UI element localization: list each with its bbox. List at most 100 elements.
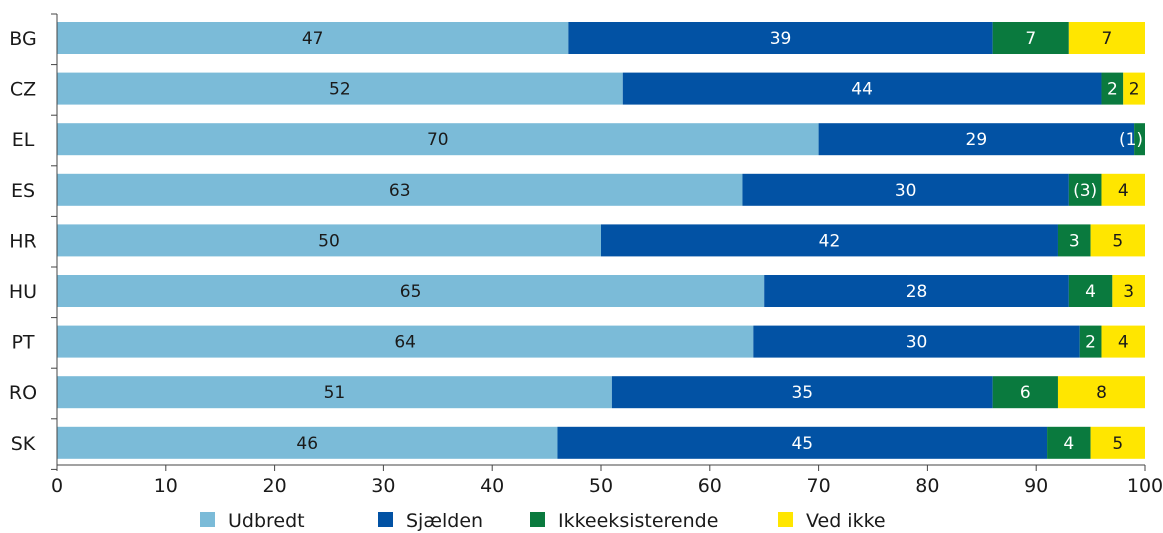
bar-segment-hu-0: [57, 275, 765, 307]
bar-segment-bg-1: [568, 22, 993, 54]
bar-segment-el-1: [818, 123, 1135, 156]
x-tick-label: 20: [263, 475, 287, 497]
data-label-cz-0: 52: [329, 80, 351, 100]
bar-segment-es-0: [57, 173, 743, 206]
x-tick-label: 80: [915, 475, 939, 497]
data-label-es-2: (3): [1073, 181, 1097, 201]
bar-segment-bg-3: [1068, 22, 1145, 54]
data-label-hu-0: 65: [400, 282, 422, 302]
bar-segment-hr-0: [57, 224, 601, 257]
bars-group: 47 39 7 752 44 2 270 29 (1)63 30 (3) 450 42 3 565 28 4 36…: [57, 22, 1145, 459]
x-tick-label: 100: [1127, 475, 1163, 497]
data-label-pt-3: 4: [1118, 333, 1129, 353]
bar-segment-pt-0: [57, 325, 754, 358]
legend-label-3: Ved ikke: [806, 510, 886, 532]
data-label-es-3: 4: [1118, 181, 1129, 201]
legend-label-1: Sjælden: [406, 510, 483, 532]
legend-swatch-0: [200, 512, 215, 527]
legend-swatch-2: [530, 512, 545, 527]
data-label-hu-3: 3: [1123, 282, 1134, 302]
data-label-cz-2: 2: [1107, 80, 1118, 100]
bar-segment-hu-2: [1068, 275, 1113, 307]
legend-label-0: Udbredt: [228, 510, 305, 532]
data-label-hr-0: 50: [318, 231, 340, 251]
bar-segment-ro-3: [1057, 376, 1145, 409]
bar-segment-hr-3: [1090, 224, 1145, 257]
bar-segment-el-2: [1134, 123, 1145, 156]
data-label-hr-1: 42: [819, 231, 841, 251]
category-label-sk: SK: [11, 433, 36, 455]
bar-segment-pt-3: [1101, 325, 1145, 358]
category-label-hu: HU: [9, 281, 37, 303]
data-label-hr-2: 3: [1069, 231, 1080, 251]
bar-segment-es-2: [1068, 173, 1102, 206]
category-label-cz: CZ: [10, 79, 36, 101]
category-label-pt: PT: [11, 332, 34, 354]
data-label-cz-3: 2: [1129, 80, 1140, 100]
bar-segment-cz-0: [57, 72, 623, 105]
data-label-pt-1: 30: [906, 333, 928, 353]
bar-segment-es-3: [1101, 173, 1145, 206]
bar-segment-bg-0: [57, 22, 569, 54]
data-label-ro-2: 6: [1020, 383, 1031, 403]
bar-segment-sk-3: [1090, 426, 1145, 459]
bar-segment-hu-1: [764, 275, 1069, 307]
bar-segment-cz-3: [1123, 72, 1145, 105]
data-label-bg-0: 47: [302, 29, 324, 49]
category-labels: BG CZ EL ES HR HU PT RO SK: [9, 28, 37, 455]
category-label-ro: RO: [9, 382, 37, 404]
x-tick-label: 40: [480, 475, 504, 497]
data-label-ro-3: 8: [1096, 383, 1107, 403]
data-label-hr-3: 5: [1112, 231, 1123, 251]
x-tick-label: 10: [154, 475, 178, 497]
bar-segment-ro-1: [611, 376, 993, 409]
data-label-hu-2: 4: [1085, 282, 1096, 302]
bar-segment-hr-1: [601, 224, 1058, 257]
data-label-ro-0: 51: [324, 383, 346, 403]
data-label-pt-0: 64: [394, 333, 416, 353]
x-tick-label: 70: [807, 475, 831, 497]
legend-label-2: Ikkeeksisterende: [558, 510, 718, 532]
bar-segment-ro-2: [992, 376, 1058, 409]
data-label-sk-0: 46: [296, 434, 318, 454]
bar-segment-sk-1: [557, 426, 1048, 459]
data-label-pt-2: 2: [1085, 333, 1096, 353]
data-label-bg-2: 7: [1025, 29, 1036, 49]
category-label-bg: BG: [9, 28, 36, 50]
legend: Udbredt Sjælden Ikkeeksisterende Ved ikke: [200, 510, 886, 532]
bar-segment-bg-2: [992, 22, 1069, 54]
bar-segment-sk-2: [1047, 426, 1091, 459]
category-label-es: ES: [11, 180, 35, 202]
bar-segment-cz-1: [622, 72, 1102, 105]
data-label-sk-2: 4: [1063, 434, 1074, 454]
data-label-cz-1: 44: [851, 80, 873, 100]
data-label-es-0: 63: [389, 181, 411, 201]
x-tick-label: 50: [589, 475, 613, 497]
bar-segment-el-0: [57, 123, 819, 156]
data-label-el-2: (1): [1119, 130, 1143, 150]
data-label-hu-1: 28: [906, 282, 928, 302]
data-label-es-1: 30: [895, 181, 917, 201]
data-label-el-0: 70: [427, 130, 449, 150]
data-label-bg-3: 7: [1102, 29, 1113, 49]
x-axis: 0 10 20 30 40 50 60 70 80 90 100: [51, 13, 1163, 497]
bar-segment-pt-1: [753, 325, 1080, 358]
data-label-bg-1: 39: [770, 29, 792, 49]
category-label-el: EL: [12, 129, 35, 151]
bar-segment-es-1: [742, 173, 1069, 206]
legend-swatch-1: [378, 512, 393, 527]
data-label-el-1: 29: [966, 130, 988, 150]
x-tick-label: 30: [371, 475, 395, 497]
bar-segment-hr-2: [1057, 224, 1091, 257]
x-tick-label: 60: [698, 475, 722, 497]
x-tick-label: 0: [51, 475, 63, 497]
bar-segment-ro-0: [57, 376, 612, 409]
legend-swatch-3: [778, 512, 793, 527]
category-label-hr: HR: [9, 230, 37, 252]
data-label-sk-3: 5: [1112, 434, 1123, 454]
x-tick-label: 90: [1024, 475, 1048, 497]
bar-segment-cz-2: [1101, 72, 1124, 105]
bar-segment-sk-0: [57, 426, 558, 459]
bar-segment-pt-2: [1079, 325, 1102, 358]
data-label-sk-1: 45: [791, 434, 813, 454]
